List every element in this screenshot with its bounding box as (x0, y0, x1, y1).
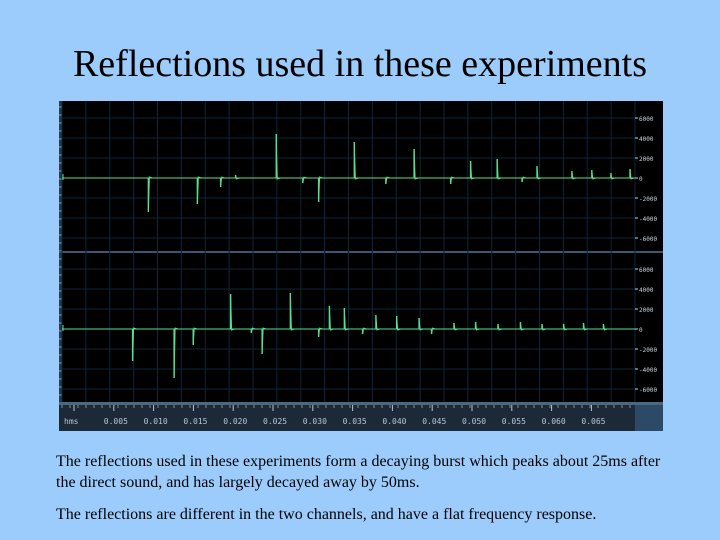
waveform-tail (453, 322, 459, 331)
waveform-tail (602, 323, 608, 331)
waveform-tail (571, 170, 577, 180)
y-tick-label: -6000 (639, 236, 657, 243)
y-tick-label: -2000 (639, 196, 657, 203)
y-tick-label: -4000 (639, 367, 657, 374)
time-tick-label: 0.050 (462, 417, 486, 426)
waveform-tail (450, 176, 455, 185)
waveform-tail (519, 321, 525, 331)
time-tick-label: 0.045 (422, 417, 446, 426)
waveform-tail (196, 176, 202, 205)
waveform-tail (470, 160, 475, 180)
waveform-svg: 6000 4000 2000 0 -2000 -4000 -6000 6000 4000 2000… (59, 101, 663, 431)
y-tick-label: -6000 (639, 387, 657, 394)
waveform-display: 6000 4000 2000 0 -2000 -4000 -6000 6000 4000 2000… (59, 101, 663, 431)
waveform-tail (362, 327, 367, 335)
caption-paragraph-2: The reflections are different in the two… (56, 506, 597, 523)
time-tick-label: 0.060 (542, 417, 566, 426)
waveform-tail (235, 174, 240, 180)
y-tick-label: -4000 (639, 216, 657, 223)
time-ruler-edge (59, 402, 663, 405)
time-tick-label: 0.015 (183, 417, 207, 426)
waveform-tail (173, 327, 179, 379)
waveform-tail (396, 315, 401, 331)
waveform-tail (536, 165, 542, 180)
waveform-tail (230, 293, 235, 331)
waveform-tail (610, 172, 616, 180)
waveform-tail (375, 314, 381, 331)
waveform-tail (521, 176, 527, 183)
ruler-corner (635, 405, 663, 431)
y-tick-label: 0 (639, 176, 643, 183)
slide-title: Reflections used in these experiments (72, 43, 648, 85)
y-tick-label: 6000 (639, 116, 654, 123)
y-tick-label: 6000 (639, 267, 654, 274)
time-tick-label: 0.025 (263, 417, 287, 426)
waveform-tail (132, 327, 137, 362)
waveform-tail (302, 176, 307, 184)
waveform-tail (261, 327, 267, 355)
waveform-tail (318, 327, 323, 338)
caption-paragraph-1: The reflections used in these experiment… (56, 453, 661, 491)
y-tick-label: 4000 (639, 136, 654, 143)
waveform-tail (353, 141, 359, 180)
time-tick-label: hms (64, 417, 79, 426)
time-ruler (59, 402, 663, 431)
waveform-tail (275, 133, 281, 180)
time-tick-label: 0.055 (502, 417, 526, 426)
waveform-tail (497, 323, 503, 331)
y-tick-label: 4000 (639, 287, 654, 294)
waveform-tail (289, 292, 295, 331)
time-tick-label: 0.035 (343, 417, 367, 426)
waveform-tail (192, 327, 198, 346)
waveform-tail (220, 176, 225, 188)
y-tick-label: 0 (639, 327, 643, 334)
waveform-tail (318, 176, 323, 203)
y-tick-label: 2000 (639, 156, 654, 163)
y-tick-label: -2000 (639, 347, 657, 354)
waveform-tail (475, 321, 480, 331)
waveform-tail (541, 323, 547, 331)
time-tick-label: 0.010 (144, 417, 168, 426)
waveform-tail (629, 168, 635, 180)
waveform-tail (591, 169, 596, 180)
y-tick-label: 2000 (639, 307, 654, 314)
waveform-tail (563, 323, 568, 331)
waveform-tail (385, 176, 391, 185)
time-tick-label: 0.030 (303, 417, 327, 426)
waveform-tail (328, 305, 334, 331)
time-tick-label: 0.065 (581, 417, 605, 426)
waveform-tail (418, 317, 424, 331)
time-tick-label: 0.020 (223, 417, 247, 426)
waveform-tail (343, 307, 349, 331)
waveform-tail (250, 327, 256, 334)
waveform-tail (496, 158, 502, 180)
waveform-tail (431, 327, 436, 335)
waveform-tail (413, 148, 419, 180)
waveform-tail (147, 176, 153, 213)
waveform-tail (583, 322, 588, 331)
time-tick-label: 0.040 (382, 417, 406, 426)
time-tick-label: 0.005 (104, 417, 128, 426)
